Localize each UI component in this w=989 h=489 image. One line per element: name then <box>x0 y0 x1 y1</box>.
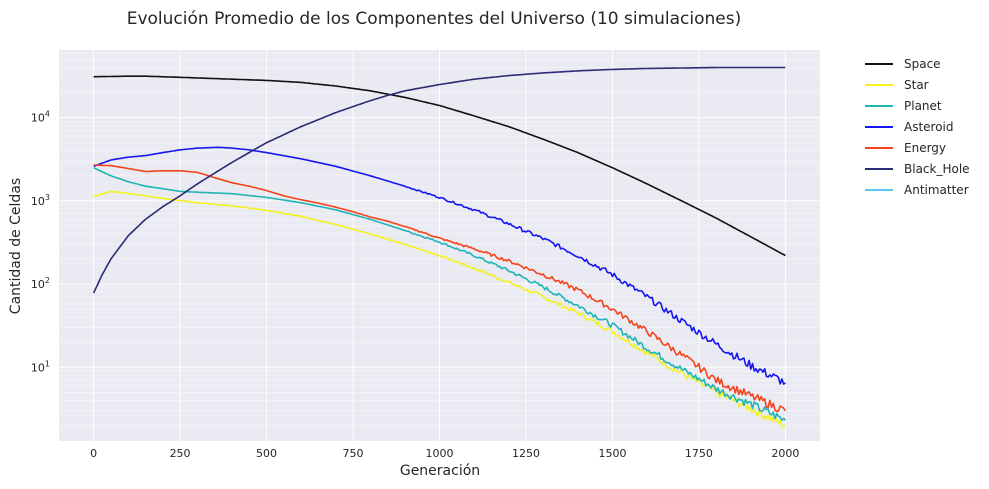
y-tick-label: 104 <box>31 110 50 125</box>
legend-label: Energy <box>904 141 946 155</box>
x-axis-label: Generación <box>400 463 480 479</box>
x-tick-label: 1000 <box>426 447 454 460</box>
y-axis: 101 102 103 104 <box>31 110 50 375</box>
x-tick-label: 2000 <box>771 447 799 460</box>
x-tick-label: 500 <box>256 447 277 460</box>
legend-label: Antimatter <box>904 183 969 197</box>
legend-label: Asteroid <box>904 120 954 134</box>
series-line-asteroid <box>93 146 786 385</box>
y-tick-label: 103 <box>31 193 50 208</box>
legend-label: Star <box>904 78 929 92</box>
series-line-space <box>93 75 786 257</box>
chart-title: Evolución Promedio de los Componentes de… <box>127 9 742 29</box>
y-tick-label: 101 <box>31 359 50 374</box>
legend-label: Space <box>904 57 941 71</box>
x-tick-label: 0 <box>90 447 97 460</box>
legend: Space Star Planet Asteroid Energy Black_Hole A… <box>865 57 970 197</box>
legend-label: Black_Hole <box>904 162 970 176</box>
series-line-black-hole <box>92 66 786 294</box>
x-tick-label: 1750 <box>685 447 713 460</box>
series-line-star <box>93 190 786 428</box>
x-tick-label: 250 <box>170 447 191 460</box>
series-lines <box>92 66 787 428</box>
x-tick-label: 750 <box>343 447 364 460</box>
legend-label: Planet <box>904 99 942 113</box>
x-axis: 0 250 500 750 1000 1250 1500 1750 2000 <box>90 447 799 460</box>
y-axis-label: Cantidad de Celdas <box>8 178 24 314</box>
series-line-planet <box>93 166 787 421</box>
x-tick-label: 1250 <box>512 447 540 460</box>
x-tick-label: 1500 <box>598 447 626 460</box>
y-tick-label: 102 <box>31 276 50 291</box>
